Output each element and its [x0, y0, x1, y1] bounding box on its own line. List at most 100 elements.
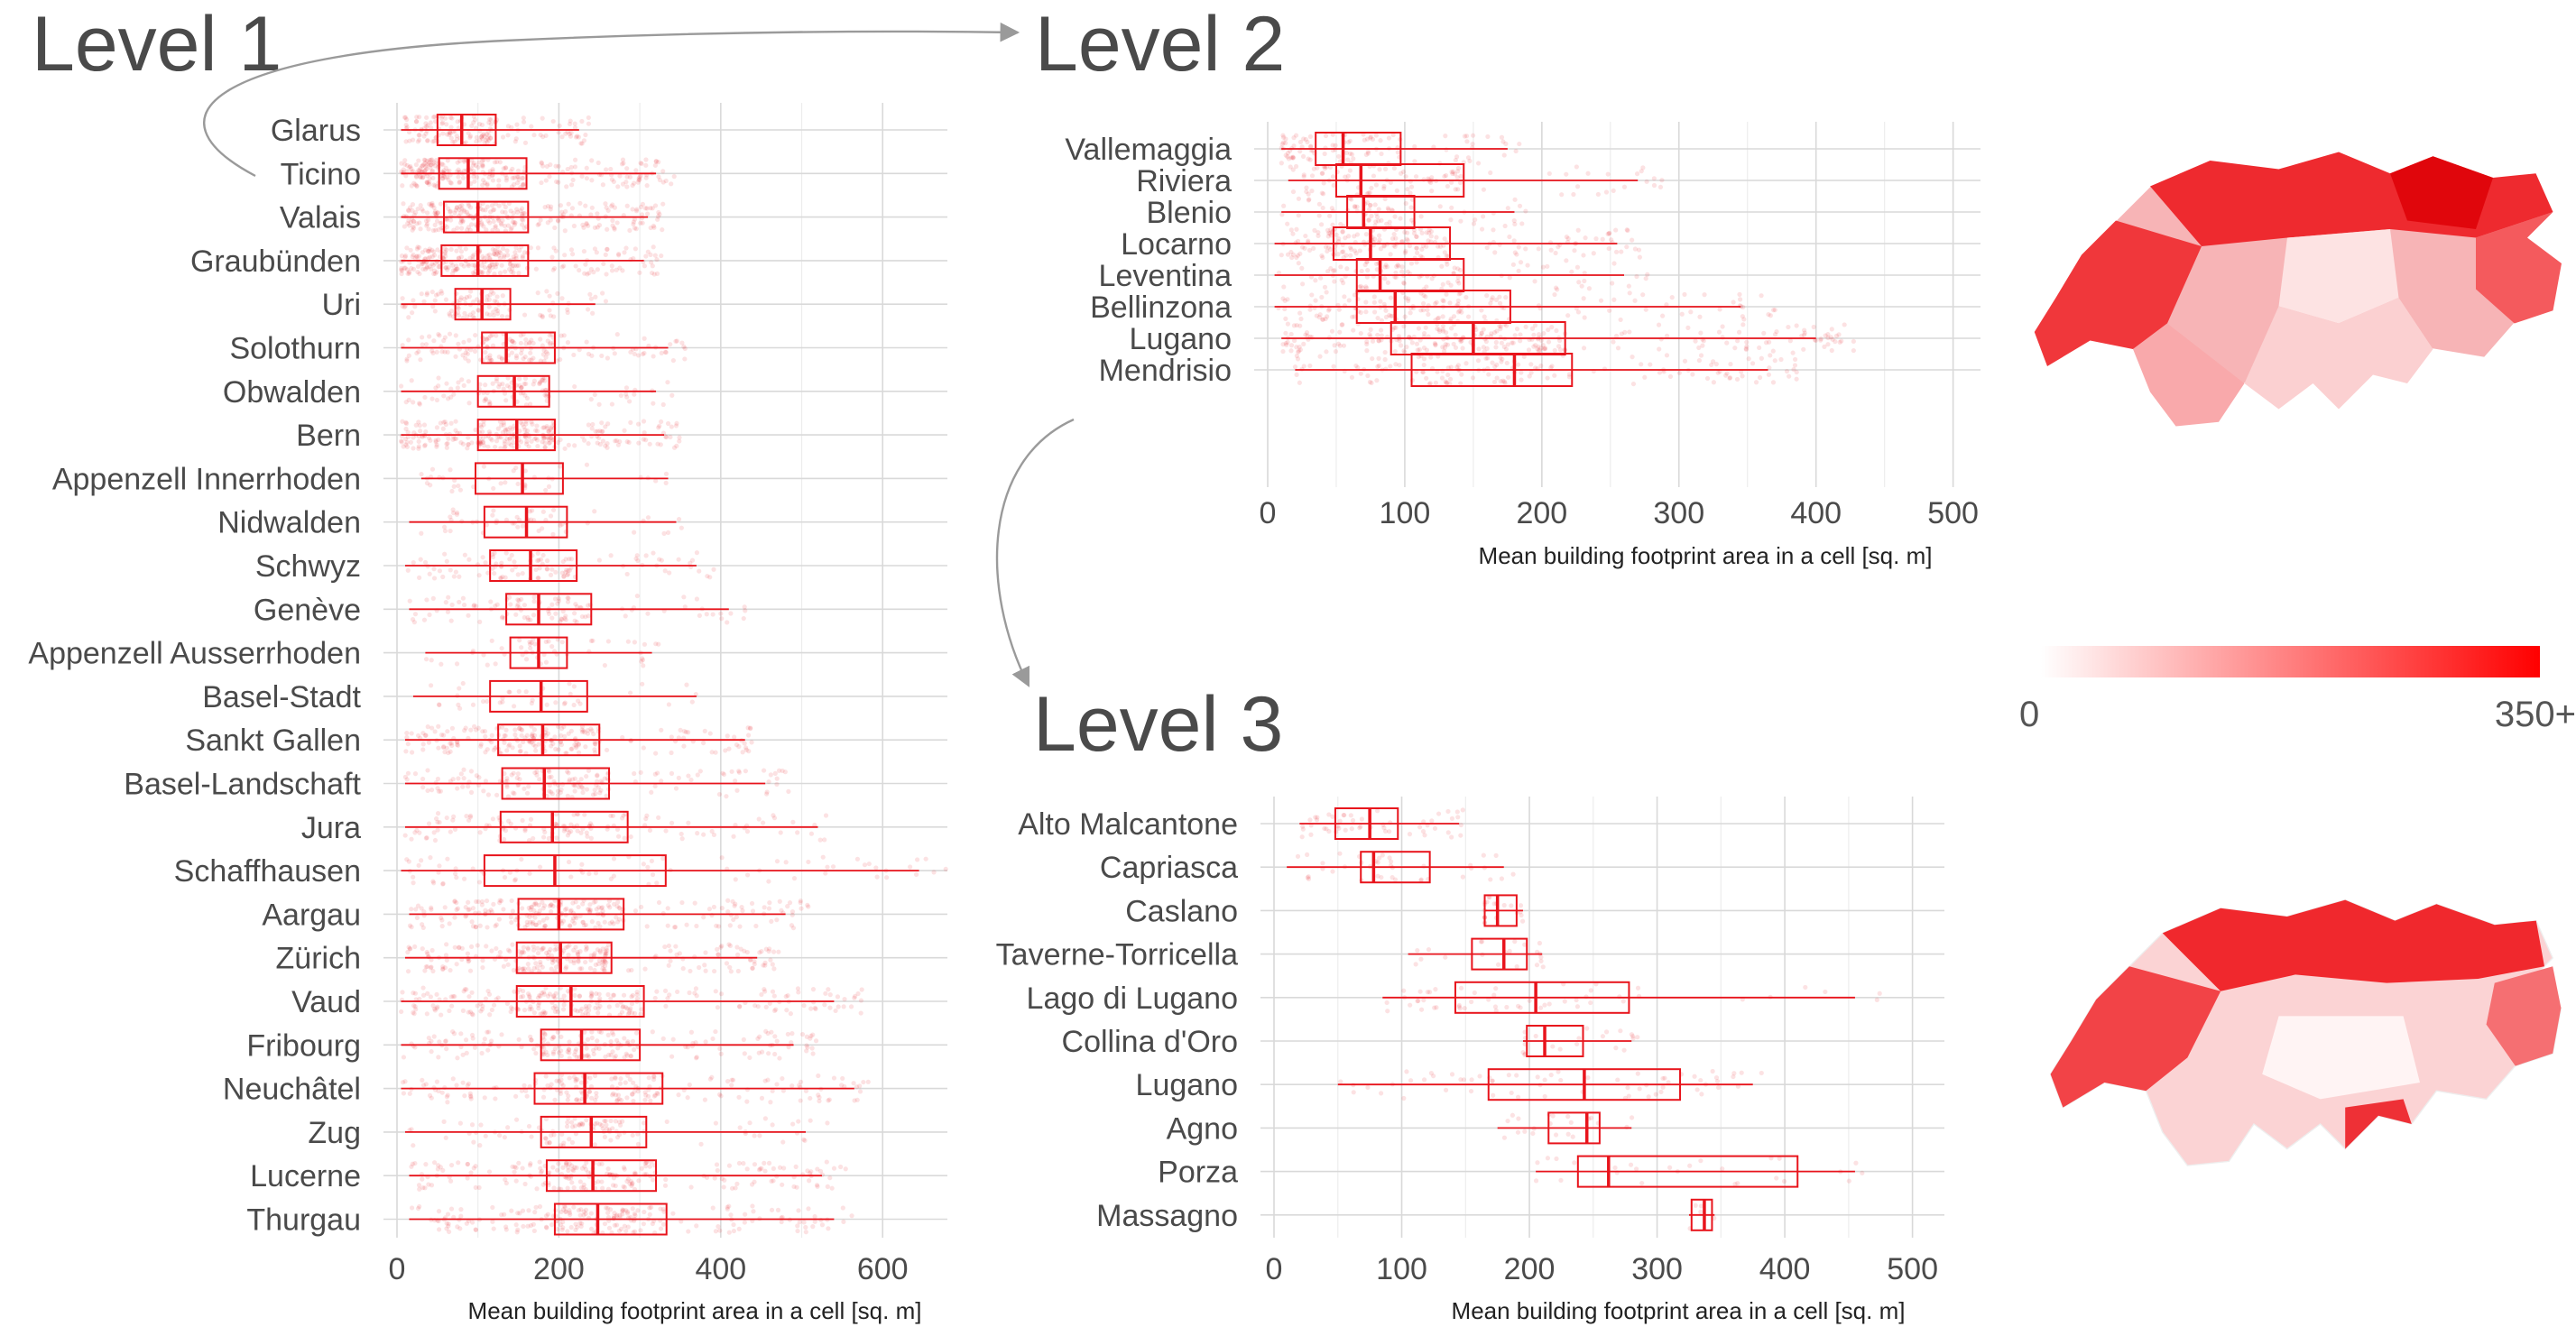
jitter-point: [656, 160, 661, 165]
jitter-point: [605, 1166, 611, 1172]
jitter-point: [573, 1227, 578, 1233]
jitter-point: [574, 1097, 579, 1102]
jitter-point: [682, 356, 688, 362]
jitter-point: [462, 159, 467, 164]
jitter-point: [424, 265, 429, 271]
jitter-point: [649, 789, 654, 795]
jitter-point: [663, 178, 669, 184]
jitter-point: [750, 908, 756, 914]
jitter-point: [651, 1093, 657, 1099]
jitter-point: [493, 252, 498, 257]
jitter-point: [666, 943, 672, 949]
jitter-point: [519, 384, 524, 391]
jitter-point: [1314, 313, 1319, 318]
jitter-point: [643, 1164, 649, 1169]
jitter-point: [627, 1181, 632, 1186]
jitter-point: [457, 158, 463, 164]
jitter-point: [481, 422, 486, 428]
jitter-point: [455, 160, 460, 165]
jitter-point: [540, 425, 546, 430]
jitter-point: [803, 1224, 808, 1230]
jitter-point: [542, 444, 548, 450]
jitter-point: [522, 250, 528, 255]
jitter-point: [411, 400, 416, 405]
jitter-point: [429, 957, 434, 963]
jitter-point: [1390, 235, 1396, 242]
jitter-point: [766, 1051, 771, 1056]
jitter-point: [547, 308, 552, 313]
jitter-point: [542, 1135, 549, 1141]
jitter-point: [543, 733, 549, 739]
jitter-point: [454, 875, 459, 880]
jitter-point: [582, 730, 587, 735]
jitter-point: [774, 859, 780, 864]
jitter-point: [422, 161, 428, 166]
jitter-point: [599, 1161, 605, 1166]
jitter-point: [660, 1036, 666, 1042]
jitter-point: [1393, 235, 1399, 241]
jitter-point: [520, 993, 526, 1000]
jitter-point: [424, 124, 429, 130]
jitter-point: [489, 332, 495, 337]
jitter-point: [1507, 234, 1512, 240]
jitter-point: [490, 343, 496, 348]
jitter-point: [502, 874, 508, 880]
jitter-point: [427, 157, 432, 163]
jitter-point: [803, 1230, 808, 1235]
jitter-point: [404, 857, 410, 862]
jitter-point: [448, 567, 453, 573]
jitter-point: [547, 903, 552, 908]
jitter-point: [580, 1121, 586, 1127]
jitter-point: [566, 1167, 571, 1174]
jitter-point: [1323, 244, 1329, 250]
jitter-point: [429, 157, 435, 162]
jitter-point: [461, 776, 466, 781]
jitter-point: [433, 385, 439, 391]
jitter-point: [461, 382, 466, 388]
jitter-point: [512, 1169, 517, 1175]
jitter-point: [1325, 248, 1330, 254]
jitter-point: [489, 733, 494, 738]
jitter-point: [482, 1095, 487, 1101]
jitter-point: [577, 949, 583, 954]
jitter-point: [632, 392, 637, 397]
jitter-point: [629, 1092, 635, 1097]
category-label: Nidwalden: [217, 506, 361, 540]
jitter-point: [452, 915, 457, 920]
jitter-point: [512, 732, 518, 738]
jitter-point: [628, 419, 633, 425]
jitter-point: [1405, 187, 1410, 192]
jitter-point: [414, 115, 420, 120]
jitter-point: [572, 157, 578, 162]
jitter-point: [431, 1160, 438, 1166]
jitter-point: [468, 789, 475, 795]
jitter-point: [440, 963, 446, 970]
jitter-point: [579, 727, 585, 733]
jitter-point: [616, 252, 622, 257]
jitter-point: [602, 776, 607, 781]
jitter-point: [488, 357, 494, 363]
jitter-point: [1281, 203, 1287, 208]
jitter-point: [580, 919, 586, 925]
jitter-point: [428, 994, 433, 1000]
jitter-point: [533, 567, 539, 572]
box-iqr: [501, 767, 611, 800]
jitter-point: [490, 552, 495, 558]
jitter-point: [605, 355, 610, 361]
jitter-point: [1679, 311, 1685, 317]
jitter-point: [632, 217, 638, 222]
jitter-point: [476, 775, 482, 780]
jitter-point: [584, 1053, 589, 1058]
jitter-point: [1279, 161, 1284, 166]
jitter-point: [731, 1221, 736, 1228]
jitter-point: [435, 1004, 440, 1009]
jitter-point: [1564, 235, 1569, 240]
jitter-point: [469, 1220, 475, 1225]
jitter-point: [515, 1211, 521, 1216]
jitter-point: [786, 1045, 791, 1050]
jitter-point: [416, 349, 421, 355]
jitter-point: [532, 900, 539, 906]
jitter-point: [1402, 229, 1408, 235]
jitter-point: [489, 289, 494, 294]
jitter-point: [467, 205, 474, 210]
